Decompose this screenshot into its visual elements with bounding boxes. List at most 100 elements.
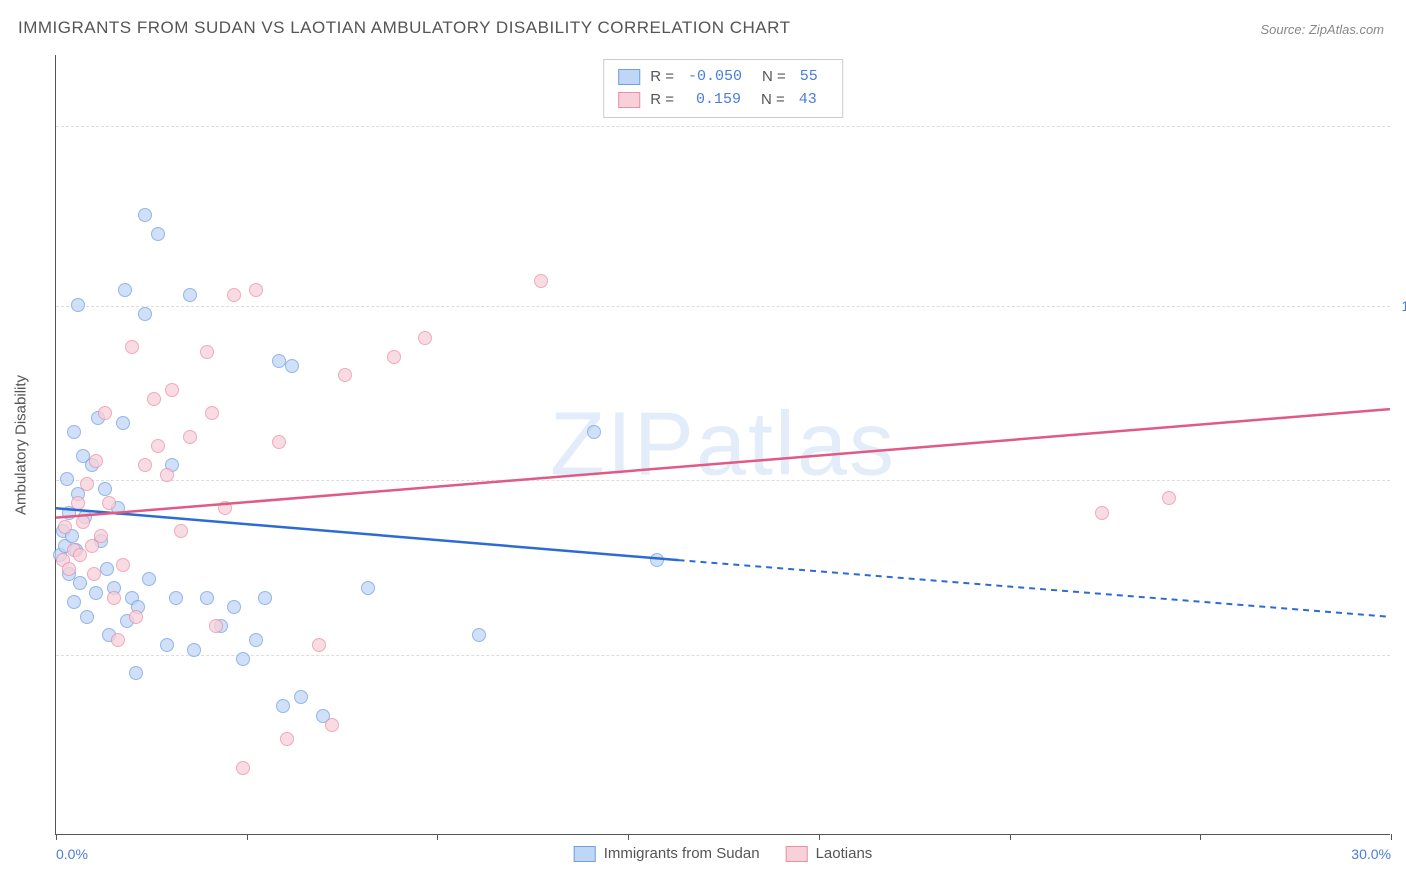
swatch-icon: [786, 846, 808, 862]
point-sudan: [73, 576, 87, 590]
x-tick: [437, 834, 438, 840]
point-laotians: [209, 619, 223, 633]
point-sudan: [227, 600, 241, 614]
point-laotians: [249, 283, 263, 297]
point-laotians: [165, 383, 179, 397]
point-laotians: [102, 496, 116, 510]
point-sudan: [160, 638, 174, 652]
point-sudan: [294, 690, 308, 704]
point-sudan: [187, 643, 201, 657]
x-tick: [1010, 834, 1011, 840]
point-sudan: [116, 416, 130, 430]
trendlines-svg: [56, 55, 1390, 834]
point-laotians: [151, 439, 165, 453]
legend-label: Immigrants from Sudan: [604, 845, 760, 862]
point-sudan: [200, 591, 214, 605]
point-laotians: [312, 638, 326, 652]
point-laotians: [183, 430, 197, 444]
point-laotians: [87, 567, 101, 581]
n-label: N =: [761, 89, 785, 112]
point-laotians: [534, 274, 548, 288]
point-laotians: [174, 524, 188, 538]
point-laotians: [272, 435, 286, 449]
legend-item: Laotians: [786, 845, 873, 862]
point-laotians: [111, 633, 125, 647]
point-laotians: [76, 515, 90, 529]
n-value-laotians: 43: [795, 89, 827, 112]
legend-item: Immigrants from Sudan: [574, 845, 760, 862]
point-laotians: [200, 345, 214, 359]
point-laotians: [125, 340, 139, 354]
point-sudan: [587, 425, 601, 439]
r-label: R =: [650, 66, 674, 89]
point-laotians: [80, 477, 94, 491]
y-tick-label: 3.8%: [1392, 647, 1406, 663]
point-laotians: [58, 520, 72, 534]
point-sudan: [472, 628, 486, 642]
x-tick: [819, 834, 820, 840]
r-label: R =: [650, 89, 674, 112]
point-laotians: [205, 406, 219, 420]
point-sudan: [361, 581, 375, 595]
point-sudan: [60, 472, 74, 486]
swatch-sudan: [618, 69, 640, 85]
point-sudan: [142, 572, 156, 586]
point-laotians: [236, 761, 250, 775]
gridline: [56, 126, 1390, 127]
trendline-sudan-extrap: [679, 560, 1390, 617]
y-axis-title: Ambulatory Disability: [13, 374, 30, 514]
point-sudan: [71, 298, 85, 312]
chart-title: IMMIGRANTS FROM SUDAN VS LAOTIAN AMBULAT…: [18, 18, 791, 38]
point-laotians: [1162, 491, 1176, 505]
plot-area: Ambulatory Disability ZIPatlas R = -0.05…: [55, 55, 1390, 835]
r-value-laotians: 0.159: [684, 89, 751, 112]
point-sudan: [67, 595, 81, 609]
x-tick-label: 0.0%: [56, 846, 88, 862]
gridline: [56, 480, 1390, 481]
gridline: [56, 655, 1390, 656]
point-sudan: [276, 699, 290, 713]
point-laotians: [338, 368, 352, 382]
point-sudan: [650, 553, 664, 567]
n-value-sudan: 55: [796, 66, 828, 89]
point-sudan: [138, 307, 152, 321]
legend-label: Laotians: [816, 845, 873, 862]
legend-row-laotians: R = 0.159 N = 43: [618, 89, 828, 112]
point-laotians: [218, 501, 232, 515]
x-tick-label: 30.0%: [1351, 846, 1391, 862]
point-laotians: [227, 288, 241, 302]
point-laotians: [129, 610, 143, 624]
bottom-legend: Immigrants from Sudan Laotians: [574, 845, 873, 862]
point-sudan: [129, 666, 143, 680]
point-laotians: [89, 454, 103, 468]
trendline-sudan: [56, 508, 679, 560]
point-sudan: [249, 633, 263, 647]
point-sudan: [285, 359, 299, 373]
point-sudan: [183, 288, 197, 302]
y-tick-label: 7.5%: [1392, 472, 1406, 488]
point-sudan: [151, 227, 165, 241]
n-label: N =: [762, 66, 786, 89]
point-sudan: [169, 591, 183, 605]
x-tick: [247, 834, 248, 840]
r-value-sudan: -0.050: [684, 66, 752, 89]
point-sudan: [98, 482, 112, 496]
point-sudan: [236, 652, 250, 666]
point-laotians: [71, 496, 85, 510]
source-attribution: Source: ZipAtlas.com: [1260, 22, 1384, 37]
point-sudan: [67, 425, 81, 439]
x-tick: [56, 834, 57, 840]
trendline-laotians: [56, 409, 1390, 518]
point-laotians: [138, 458, 152, 472]
point-sudan: [118, 283, 132, 297]
point-laotians: [280, 732, 294, 746]
gridline: [56, 306, 1390, 307]
point-laotians: [418, 331, 432, 345]
point-sudan: [100, 562, 114, 576]
x-tick: [1200, 834, 1201, 840]
point-laotians: [98, 406, 112, 420]
point-sudan: [89, 586, 103, 600]
point-sudan: [80, 610, 94, 624]
point-laotians: [325, 718, 339, 732]
swatch-icon: [574, 846, 596, 862]
